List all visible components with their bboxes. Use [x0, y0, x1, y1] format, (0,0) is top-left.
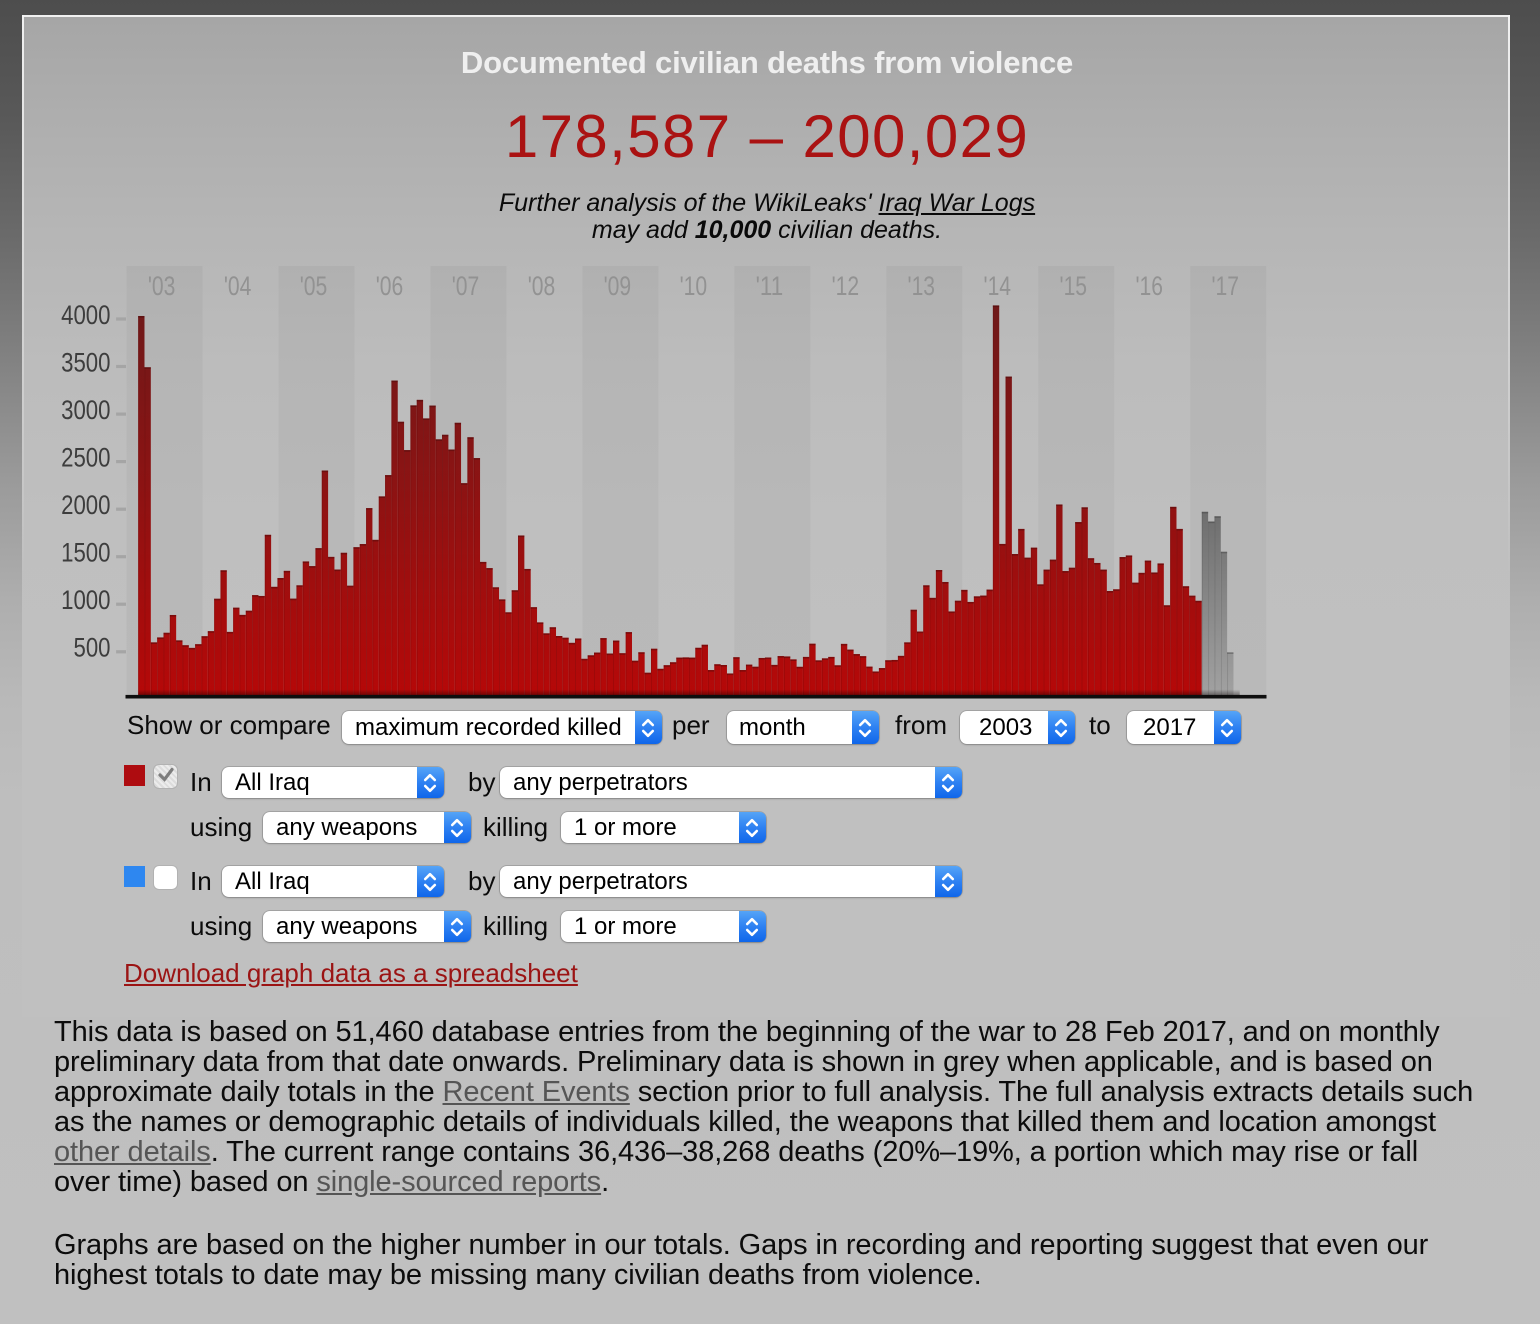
svg-text:'12: '12	[832, 271, 860, 301]
svg-text:'14: '14	[984, 271, 1012, 301]
svg-text:'07: '07	[452, 271, 480, 301]
svg-text:'11: '11	[756, 271, 784, 301]
svg-text:4000: 4000	[61, 300, 110, 330]
svg-text:'06: '06	[376, 271, 404, 301]
svg-text:1500: 1500	[61, 538, 110, 568]
svg-text:'13: '13	[908, 271, 936, 301]
svg-text:'08: '08	[528, 271, 556, 301]
svg-text:3000: 3000	[61, 395, 110, 425]
svg-text:500: 500	[74, 633, 111, 663]
svg-text:2000: 2000	[61, 490, 110, 520]
svg-text:2500: 2500	[61, 443, 110, 473]
svg-text:'15: '15	[1060, 271, 1088, 301]
svg-text:'03: '03	[148, 271, 176, 301]
svg-text:'05: '05	[300, 271, 328, 301]
svg-text:'17: '17	[1211, 271, 1239, 301]
svg-text:'16: '16	[1135, 271, 1163, 301]
svg-text:'09: '09	[604, 271, 632, 301]
svg-text:'04: '04	[224, 271, 252, 301]
svg-text:3500: 3500	[61, 347, 110, 377]
svg-text:'10: '10	[680, 271, 708, 301]
svg-text:1000: 1000	[61, 585, 110, 615]
